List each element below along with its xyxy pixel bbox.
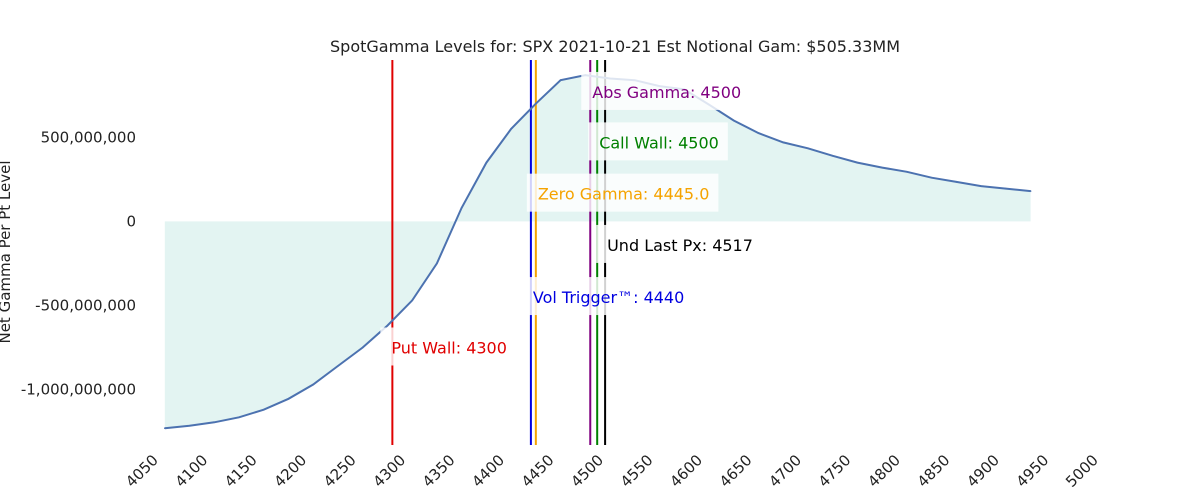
x-tick-label: 4950 <box>1013 451 1053 491</box>
x-tick-label: 4550 <box>617 451 657 491</box>
vol-trigger-label: Vol Trigger™: 4440 <box>533 288 684 307</box>
data-point <box>559 79 562 81</box>
data-point <box>238 416 240 419</box>
data-point <box>881 166 883 169</box>
data-point <box>312 383 315 386</box>
x-tick-label: 4300 <box>369 451 409 491</box>
y-tick-label: -1,000,000,000 <box>21 381 136 399</box>
data-point <box>460 207 463 209</box>
x-tick-label: 4400 <box>468 451 508 491</box>
x-tick-label: 4850 <box>914 451 954 491</box>
y-tick-label: 0 <box>126 212 136 230</box>
data-point <box>411 299 414 302</box>
data-point <box>337 365 339 367</box>
x-tick-label: 4900 <box>963 451 1003 491</box>
call-wall-label: Call Wall: 4500 <box>599 133 719 152</box>
data-point <box>980 185 982 187</box>
x-tick-label: 4250 <box>320 451 360 491</box>
data-point <box>807 147 809 150</box>
data-point <box>856 161 859 164</box>
series-area-0 <box>164 75 1031 429</box>
x-tick-label: 4600 <box>666 451 706 491</box>
abs-gamma-label-box <box>581 71 751 110</box>
zero-gamma-label-box <box>526 173 719 212</box>
data-point <box>262 408 265 411</box>
x-tick-label: 4700 <box>765 451 805 491</box>
data-point <box>930 176 933 179</box>
data-point <box>782 141 784 144</box>
data-point <box>906 171 908 173</box>
data-point <box>436 262 438 265</box>
data-point <box>955 181 958 183</box>
data-point <box>188 424 191 427</box>
call-wall-label-box <box>588 122 728 161</box>
und-last-px-label-box <box>596 224 762 263</box>
zero-gamma-label: Zero Gamma: 4445.0 <box>538 185 710 204</box>
x-tick-label: 4150 <box>221 451 261 491</box>
x-tick-labels: 4050 4100 4150 4200 4250 4300 4350 4400 4450 4500… <box>122 451 1102 491</box>
x-tick-label: 4750 <box>815 451 855 491</box>
data-point <box>535 102 537 105</box>
y-axis-label: Net Gamma Per Pt Level <box>0 160 14 343</box>
data-point <box>386 324 389 327</box>
put-wall-label-box <box>380 327 516 366</box>
area-layer <box>164 75 1031 429</box>
labels-layer: Put Wall: 4300 Vol Trigger™: 4440 Zero Gam… <box>380 71 762 366</box>
x-tick-label: 4350 <box>419 451 459 491</box>
y-tick-labels: 500,000,000 0 -500,000,000 -1,000,000,000 <box>21 128 136 398</box>
x-tick-label: 4500 <box>567 451 607 491</box>
data-point <box>510 128 512 130</box>
data-point <box>1029 190 1032 192</box>
x-tick-label: 4450 <box>518 451 558 491</box>
x-tick-label: 4650 <box>716 451 756 491</box>
data-point <box>164 427 166 430</box>
y-tick-label: -500,000,000 <box>35 296 136 314</box>
x-tick-label: 4200 <box>270 451 310 491</box>
und-last-px-label: Und Last Px: 4517 <box>607 236 753 255</box>
put-wall-label: Put Wall: 4300 <box>391 338 507 357</box>
chart-title: SpotGamma Levels for: SPX 2021-10-21 Est… <box>330 37 900 56</box>
x-tick-label: 5000 <box>1062 451 1102 491</box>
data-point <box>361 346 364 349</box>
data-point <box>757 132 760 134</box>
data-point <box>287 398 290 400</box>
vol-trigger-label-box <box>521 277 694 316</box>
data-point <box>732 119 735 122</box>
data-point <box>213 421 216 424</box>
y-tick-label: 500,000,000 <box>41 128 136 146</box>
x-tick-label: 4800 <box>864 451 904 491</box>
x-tick-label: 4050 <box>122 451 162 491</box>
x-tick-label: 4100 <box>172 451 212 491</box>
data-point <box>1005 187 1007 190</box>
data-point <box>485 161 488 164</box>
data-point <box>831 155 834 157</box>
abs-gamma-label: Abs Gamma: 4500 <box>592 83 741 102</box>
